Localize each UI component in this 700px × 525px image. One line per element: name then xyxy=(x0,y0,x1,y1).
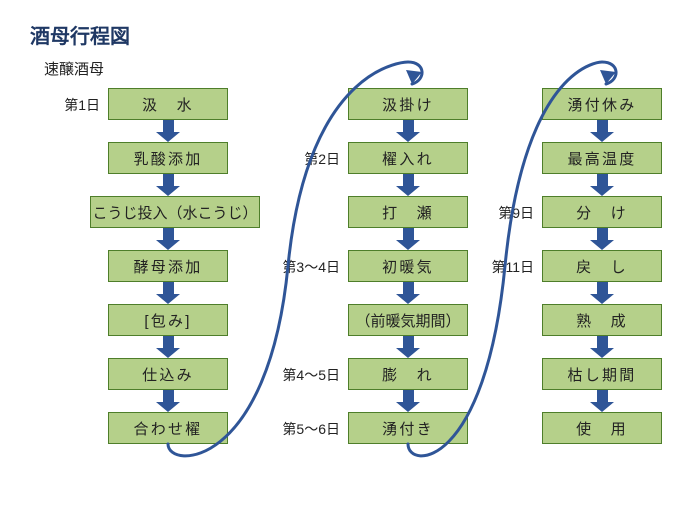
diagram-subtitle: 速醸酒母 xyxy=(44,58,104,79)
day-label: 第1日 xyxy=(0,95,100,115)
diagram-title: 酒母行程図 xyxy=(30,20,130,49)
connector-arrow-icon xyxy=(378,42,632,490)
